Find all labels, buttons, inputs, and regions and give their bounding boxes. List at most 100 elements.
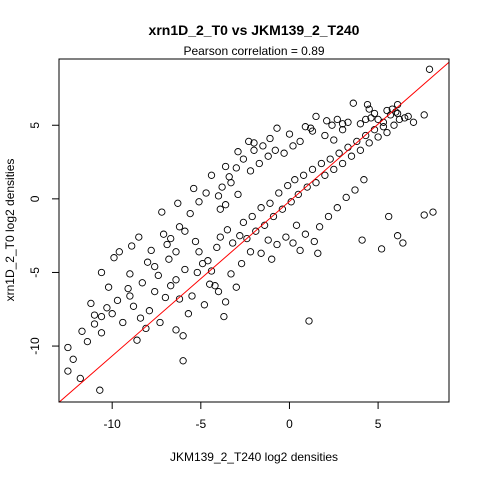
data-point [289, 239, 297, 247]
data-point [195, 248, 203, 256]
data-point [299, 171, 308, 179]
data-point [126, 292, 134, 300]
data-point [165, 255, 173, 263]
y-axis: -10 -5 0 5 [28, 122, 60, 355]
data-point [198, 259, 207, 268]
data-point [289, 142, 297, 150]
data-point [362, 131, 370, 140]
data-point [303, 183, 311, 191]
data-point [324, 212, 333, 221]
data-point [363, 100, 372, 109]
data-point [390, 121, 398, 129]
data-point [87, 299, 95, 308]
data-point [377, 245, 386, 253]
data-point [167, 234, 175, 243]
data-point [78, 327, 86, 335]
data-point [252, 227, 260, 235]
data-point [175, 295, 184, 303]
data-point [356, 120, 365, 128]
data-point [271, 146, 279, 154]
data-point [138, 279, 146, 287]
data-point [232, 164, 240, 172]
data-point [333, 115, 341, 124]
x-tick-label: -5 [195, 417, 206, 431]
data-point [296, 137, 304, 146]
data-point [181, 265, 189, 274]
x-tick-label: 5 [375, 417, 382, 431]
data-point [246, 248, 255, 256]
y-tick-label: 5 [28, 122, 42, 129]
data-point [285, 130, 294, 138]
data-point [301, 230, 310, 238]
data-point [142, 324, 150, 333]
data-point [264, 152, 272, 160]
data-point [404, 112, 412, 121]
data-point [284, 181, 292, 190]
data-point [333, 204, 341, 212]
data-point [338, 159, 347, 168]
regression-line [59, 61, 449, 402]
data-point [234, 190, 242, 199]
data-point [223, 226, 232, 234]
data-point [328, 121, 336, 129]
data-point [167, 282, 175, 290]
data-point [246, 167, 255, 175]
data-point [269, 212, 278, 221]
data-point [135, 233, 143, 241]
data-point [257, 204, 265, 212]
data-point [136, 314, 145, 322]
y-tick-label: 0 [28, 195, 42, 202]
data-point [367, 114, 375, 122]
data-point [420, 111, 428, 119]
data-point [181, 227, 189, 235]
data-point [216, 205, 224, 213]
data-point [314, 249, 322, 257]
data-point [202, 189, 210, 197]
x-tick-label: 0 [286, 417, 293, 431]
data-point [312, 112, 320, 121]
data-point [156, 318, 164, 327]
data-point [250, 146, 258, 154]
data-point [280, 149, 288, 157]
data-point [158, 208, 166, 216]
data-point [227, 179, 235, 187]
data-point [206, 280, 214, 288]
data-point [229, 239, 237, 247]
data-point [159, 230, 168, 238]
data-point [330, 165, 338, 174]
data-point [227, 270, 235, 278]
data-point [221, 162, 230, 171]
data-point [379, 123, 388, 131]
data-point [179, 332, 187, 340]
y-tick-label: -10 [28, 337, 42, 355]
data-point [420, 211, 428, 219]
fit-line-layer [59, 61, 449, 402]
data-point [172, 326, 180, 334]
data-point [374, 115, 382, 124]
data-point [195, 198, 203, 206]
data-point [347, 152, 356, 160]
data-point [154, 271, 162, 280]
data-point [115, 248, 123, 256]
data-point [151, 262, 159, 271]
data-point [147, 246, 155, 255]
data-point [342, 193, 350, 202]
data-point [296, 246, 304, 255]
data-point [310, 237, 318, 246]
data-point [179, 357, 187, 365]
data-point [90, 311, 99, 319]
data-point [245, 137, 253, 146]
data-point [200, 301, 209, 309]
data-point [119, 318, 127, 327]
data-point [360, 176, 368, 184]
data-point [356, 146, 365, 154]
data-point [175, 223, 184, 231]
data-point [97, 329, 106, 337]
data-point [321, 171, 329, 179]
data-point [353, 137, 361, 146]
data-point [234, 148, 242, 156]
data-point [90, 320, 99, 328]
x-axis-label: JKM139_2_T240 log2 densities [170, 450, 338, 464]
data-point [370, 109, 379, 118]
